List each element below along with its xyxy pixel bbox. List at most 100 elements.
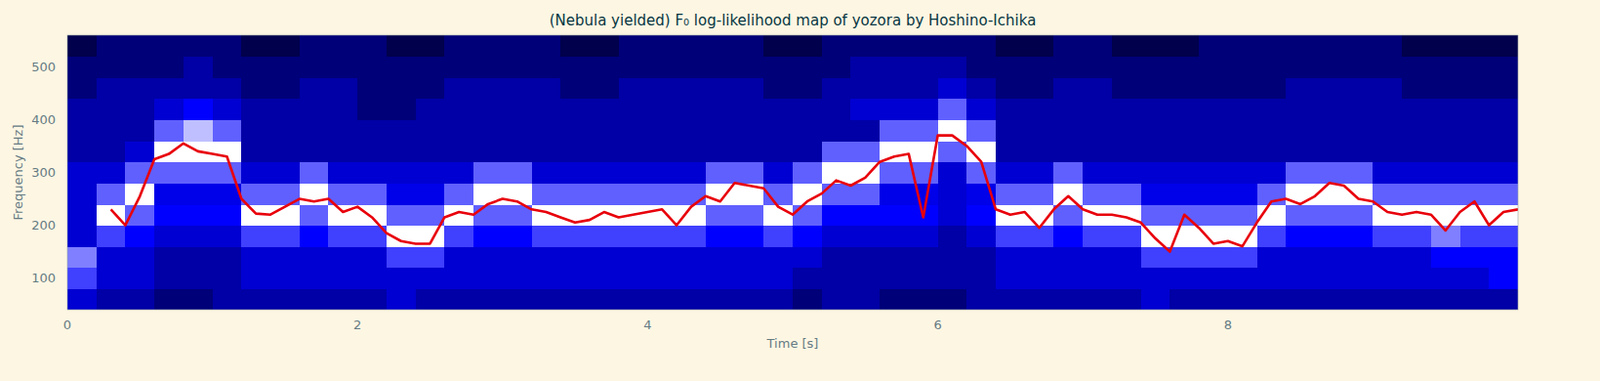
- heatmap-cell: [183, 204, 213, 226]
- heatmap-cell: [1111, 287, 1142, 310]
- heatmap-cell: [560, 162, 590, 184]
- heatmap-cell: [1285, 77, 1315, 99]
- heatmap-cell: [763, 77, 793, 99]
- heatmap-cell: [1488, 182, 1518, 205]
- heatmap-cell: [1228, 182, 1258, 205]
- heatmap-cell: [647, 162, 677, 184]
- heatmap-cell: [735, 162, 765, 184]
- heatmap-cell: [676, 162, 706, 184]
- heatmap-cell: [792, 287, 822, 310]
- heatmap-cell: [299, 119, 329, 141]
- heatmap-cell: [705, 140, 736, 163]
- heatmap-cell: [241, 162, 271, 184]
- heatmap-cell: [1169, 35, 1199, 57]
- heatmap-cell: [879, 287, 909, 310]
- heatmap-cell: [1111, 77, 1142, 99]
- heatmap-cell: [415, 182, 446, 205]
- heatmap-cell: [1488, 267, 1518, 289]
- y-axis-label: Frequency [Hz]: [10, 123, 26, 220]
- heatmap-cell: [1025, 35, 1055, 57]
- heatmap-cell: [1488, 246, 1518, 268]
- heatmap-cell: [386, 77, 416, 99]
- heatmap-cell: [1228, 140, 1258, 163]
- heatmap-cell: [154, 77, 184, 99]
- heatmap-cell: [1401, 77, 1432, 99]
- heatmap-cell: [821, 119, 852, 141]
- heatmap-cell: [821, 56, 852, 79]
- heatmap-cell: [1053, 162, 1083, 184]
- heatmap-cell: [67, 225, 97, 247]
- title: (Nebula yielded) F₀ log-likelihood map o…: [549, 11, 1037, 30]
- heatmap-cell: [1431, 35, 1461, 57]
- heatmap-cell: [1053, 56, 1083, 79]
- heatmap-cell: [763, 56, 793, 79]
- heatmap-cell: [1372, 182, 1402, 205]
- heatmap-cell: [792, 35, 822, 57]
- heatmap-cell: [1169, 287, 1199, 310]
- heatmap-cell: [676, 267, 706, 289]
- heatmap-cell: [589, 182, 619, 205]
- heatmap-cell: [1198, 140, 1229, 163]
- heatmap-cell: [1141, 119, 1171, 141]
- heatmap-cell: [1111, 246, 1142, 268]
- x-tick-label: 8: [1224, 317, 1232, 332]
- heatmap-cell: [357, 98, 387, 121]
- heatmap-cell: [850, 140, 880, 163]
- heatmap-cell: [1111, 225, 1142, 247]
- heatmap-cell: [328, 140, 358, 163]
- heatmap-cell: [154, 35, 184, 57]
- heatmap-cell: [96, 77, 126, 99]
- heatmap-cell: [850, 204, 880, 226]
- heatmap-cell: [1111, 267, 1142, 289]
- heatmap-cell: [735, 225, 765, 247]
- heatmap-cell: [532, 56, 562, 79]
- heatmap-cell: [212, 35, 243, 57]
- heatmap-cell: [1025, 98, 1055, 121]
- heatmap-cell: [589, 162, 619, 184]
- heatmap-cell: [67, 182, 97, 205]
- heatmap-cell: [154, 119, 184, 141]
- x-tick-label: 0: [63, 317, 72, 332]
- heatmap-cell: [1285, 246, 1315, 268]
- heatmap-cell: [938, 119, 968, 141]
- heatmap-cell: [821, 140, 852, 163]
- heatmap-cell: [1488, 140, 1518, 163]
- heatmap-cell: [415, 246, 446, 268]
- heatmap-cell: [212, 77, 243, 99]
- heatmap-cell: [212, 204, 243, 226]
- heatmap-cell: [618, 246, 649, 268]
- heatmap-cell: [1082, 77, 1112, 99]
- heatmap-cell: [705, 98, 736, 121]
- heatmap-cell: [67, 267, 97, 289]
- heatmap-cell: [1082, 98, 1112, 121]
- heatmap-cell: [1198, 77, 1229, 99]
- heatmap-cell: [241, 182, 271, 205]
- heatmap-cell: [1141, 77, 1171, 99]
- heatmap-cell: [1053, 119, 1083, 141]
- heatmap-cell: [299, 267, 329, 289]
- heatmap-cell: [124, 162, 155, 184]
- heatmap-cell: [532, 77, 562, 99]
- heatmap-cell: [1488, 162, 1518, 184]
- heatmap-cell: [1082, 56, 1112, 79]
- heatmap-cell: [1111, 140, 1142, 163]
- heatmap-cell: [1257, 140, 1287, 163]
- heatmap-cell: [1141, 182, 1171, 205]
- heatmap-cell: [560, 225, 590, 247]
- heatmap-cell: [1257, 267, 1287, 289]
- heatmap-cell: [1111, 56, 1142, 79]
- heatmap-cell: [270, 77, 300, 99]
- heatmap-cell: [1401, 246, 1432, 268]
- heatmap-cell: [618, 287, 649, 310]
- heatmap-cell: [270, 225, 300, 247]
- heatmap-cell: [821, 204, 852, 226]
- heatmap-cell: [1025, 77, 1055, 99]
- heatmap-cell: [1401, 182, 1432, 205]
- heatmap-cell: [1285, 119, 1315, 141]
- heatmap-cell: [1228, 77, 1258, 99]
- heatmap-cell: [821, 35, 852, 57]
- heatmap-cells: [67, 35, 1518, 310]
- heatmap-cell: [270, 119, 300, 141]
- heatmap-cell: [502, 119, 533, 141]
- heatmap-cell: [560, 267, 590, 289]
